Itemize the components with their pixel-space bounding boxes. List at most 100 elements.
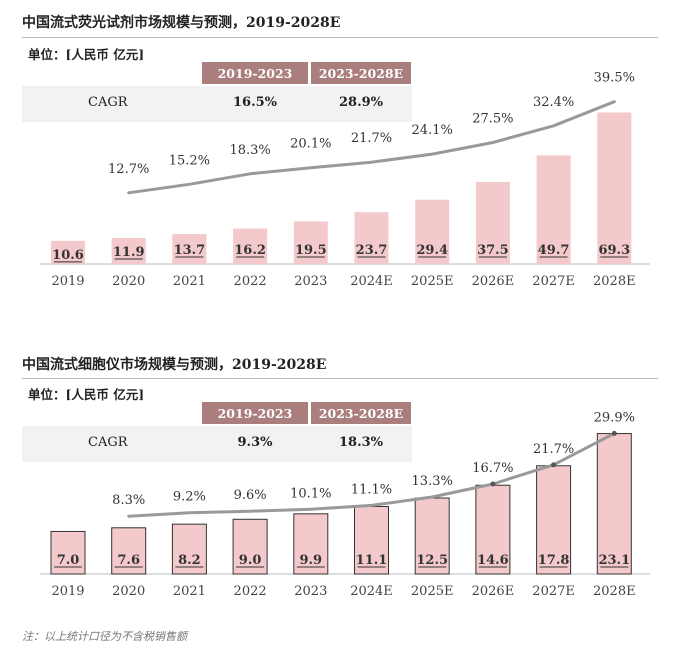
- bar: [475, 484, 511, 575]
- growth-point: [490, 481, 496, 487]
- bar: [596, 433, 632, 575]
- cagr-value: 9.3%: [237, 435, 273, 450]
- growth-label: 16.7%: [472, 461, 513, 476]
- growth-label: 21.7%: [351, 131, 392, 146]
- bar: [415, 199, 450, 264]
- x-tick-label: 2022: [234, 584, 267, 599]
- growth-label: 9.6%: [234, 488, 267, 503]
- cagr-value: 28.9%: [338, 95, 383, 110]
- bar-value-label: 14.6: [477, 553, 509, 568]
- growth-label: 11.1%: [351, 482, 392, 497]
- x-tick-label: 2020: [112, 274, 145, 289]
- bar-value-label: 11.9: [113, 245, 145, 260]
- growth-line: [127, 100, 616, 195]
- cagr-period-header: 2023-2028E: [311, 402, 411, 424]
- x-tick-label: 2026E: [472, 274, 515, 289]
- bar-line-chart: 10.6 2019 11.9 2020 13.7 2021 16.2 2022 19.5 2023…: [40, 71, 650, 289]
- x-tick-label: 2021: [173, 584, 206, 599]
- cagr-row: [22, 426, 412, 462]
- x-tick-label: 2024E: [350, 274, 393, 289]
- bar-value-label: 16.2: [234, 243, 266, 258]
- bar-value-label: 10.6: [52, 248, 84, 263]
- bar: [51, 240, 85, 264]
- bar: [172, 234, 207, 264]
- bar: [232, 518, 268, 575]
- x-tick-label: 2024E: [350, 584, 393, 599]
- growth-label: 21.7%: [533, 442, 574, 457]
- x-tick-label: 2019: [51, 584, 84, 599]
- x-tick-label: 2023: [294, 584, 327, 599]
- growth-label: 9.2%: [173, 490, 206, 505]
- growth-point: [551, 462, 557, 468]
- bar: [475, 182, 510, 264]
- bar: [111, 527, 147, 575]
- bar-value-label: 49.7: [538, 243, 570, 258]
- growth-point: [611, 430, 617, 436]
- bar-value-label: 9.0: [239, 553, 262, 568]
- x-tick-label: 2027E: [532, 584, 575, 599]
- bar-value-label: 11.1: [356, 553, 388, 568]
- chart-title: 中国流式荧光试剂市场规模与预测，2019-2028E: [22, 15, 341, 31]
- bar-value-label: 12.5: [416, 553, 448, 568]
- cagr-period-header: 2019-2023: [202, 402, 308, 424]
- bar: [354, 212, 389, 264]
- bar-value-label: 7.6: [117, 553, 140, 568]
- x-tick-label: 2021: [173, 274, 206, 289]
- bar-value-label: 69.3: [598, 243, 630, 258]
- growth-label: 27.5%: [472, 112, 513, 127]
- growth-label: 24.1%: [412, 123, 453, 138]
- bar-value-label: 9.9: [299, 553, 322, 568]
- growth-label: 20.1%: [290, 137, 331, 152]
- bar: [171, 523, 207, 575]
- chart-title: 中国流式细胞仪市场规模与预测，2019-2028E: [22, 357, 327, 373]
- growth-label: 12.7%: [108, 162, 149, 177]
- x-tick-label: 2022: [234, 274, 267, 289]
- growth-label: 29.9%: [594, 410, 635, 425]
- growth-label: 8.3%: [112, 493, 145, 508]
- growth-label: 13.3%: [412, 474, 453, 489]
- bar-value-label: 7.0: [57, 553, 80, 568]
- bar: [536, 465, 572, 575]
- x-tick-label: 2026E: [472, 584, 515, 599]
- cagr-value: 18.3%: [338, 435, 383, 450]
- cagr-value: 16.5%: [232, 95, 277, 110]
- cagr-period-header: 2019-2023: [202, 62, 308, 84]
- growth-label: 10.1%: [290, 486, 331, 501]
- x-tick-label: 2023: [294, 274, 327, 289]
- growth-label: 18.3%: [229, 143, 270, 158]
- x-tick-label: 2028E: [593, 274, 636, 289]
- x-tick-label: 2020: [112, 584, 145, 599]
- footnote: 注：以上统计口径为不含税销售额: [22, 630, 187, 643]
- bar-value-label: 8.2: [178, 553, 201, 568]
- x-tick-label: 2019: [51, 274, 84, 289]
- x-tick-label: 2027E: [532, 274, 575, 289]
- bar-value-label: 23.7: [356, 243, 388, 258]
- bar: [414, 497, 450, 575]
- growth-label: 15.2%: [169, 153, 210, 168]
- title-divider: [22, 378, 658, 379]
- bar: [597, 112, 632, 265]
- growth-label: 39.5%: [594, 71, 635, 86]
- bar-value-label: 37.5: [477, 243, 509, 258]
- unit-label: 单位：[人民币 亿元]: [28, 47, 145, 62]
- x-tick-label: 2025E: [411, 274, 454, 289]
- cagr-label: CAGR: [88, 95, 128, 110]
- cagr-period-header: 2023-2028E: [311, 62, 411, 84]
- bar: [111, 237, 146, 264]
- bar: [293, 513, 329, 575]
- growth-label: 32.4%: [533, 95, 574, 110]
- bar-value-label: 23.1: [598, 553, 630, 568]
- unit-label: 单位：[人民币 亿元]: [28, 387, 145, 402]
- bar: [536, 155, 571, 264]
- cagr-label: CAGR: [88, 435, 128, 450]
- bar-value-label: 13.7: [174, 243, 206, 258]
- x-tick-label: 2028E: [593, 584, 636, 599]
- bar: [233, 228, 268, 264]
- bar-value-label: 29.4: [416, 243, 448, 258]
- cagr-row: [22, 86, 412, 122]
- bar-value-label: 17.8: [538, 553, 570, 568]
- growth-line: [127, 431, 616, 518]
- title-divider: [22, 37, 658, 38]
- bar-value-label: 19.5: [295, 243, 327, 258]
